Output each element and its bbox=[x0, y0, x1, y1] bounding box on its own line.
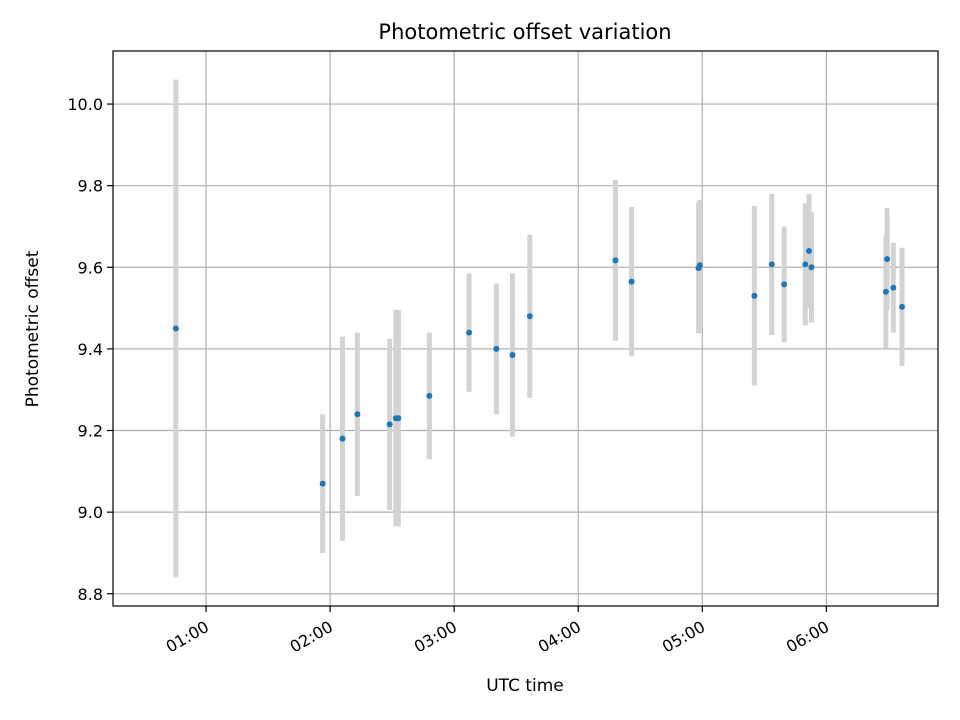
data-point bbox=[426, 392, 433, 399]
data-point bbox=[899, 303, 906, 310]
data-point bbox=[751, 292, 758, 299]
data-point bbox=[493, 345, 500, 352]
x-tick-label: 06:00 bbox=[783, 617, 832, 657]
data-point bbox=[386, 421, 393, 428]
error-bars bbox=[173, 79, 905, 578]
y-tick-label: 9.2 bbox=[78, 422, 103, 441]
data-point bbox=[354, 411, 361, 418]
data-point bbox=[319, 480, 326, 487]
data-point bbox=[781, 281, 788, 288]
data-point bbox=[526, 313, 533, 320]
x-axis-label: UTC time bbox=[486, 676, 564, 696]
data-point bbox=[509, 352, 516, 359]
data-point bbox=[805, 247, 812, 254]
x-tick-label: 02:00 bbox=[287, 617, 336, 657]
data-point bbox=[802, 261, 809, 268]
y-tick-label: 9.0 bbox=[78, 503, 103, 522]
data-point bbox=[339, 435, 346, 442]
grid-lines bbox=[113, 51, 938, 606]
x-tick-label: 05:00 bbox=[659, 617, 708, 657]
chart-title: Photometric offset variation bbox=[378, 20, 671, 44]
data-point bbox=[172, 325, 179, 332]
data-point bbox=[466, 329, 473, 336]
y-tick-label: 10.0 bbox=[67, 95, 103, 114]
data-point bbox=[890, 284, 897, 291]
y-tick-label: 9.4 bbox=[78, 340, 103, 359]
y-tick-label: 8.8 bbox=[78, 585, 103, 604]
y-tick-label: 9.6 bbox=[78, 258, 103, 277]
axis-ticks: 01:00 02:00 03:00 04:00 05:00 06:00 8.8 9.0 9.2 9… bbox=[67, 95, 832, 656]
data-point bbox=[395, 415, 402, 422]
data-point bbox=[612, 257, 619, 264]
data-points bbox=[172, 247, 906, 487]
data-point bbox=[768, 261, 775, 268]
data-point bbox=[696, 262, 703, 269]
x-tick-label: 03:00 bbox=[411, 617, 460, 657]
data-point bbox=[808, 264, 815, 271]
data-point bbox=[884, 256, 891, 263]
x-tick-label: 01:00 bbox=[163, 617, 212, 657]
y-axis-label: Photometric offset bbox=[23, 250, 43, 407]
data-point bbox=[628, 278, 635, 285]
x-tick-label: 04:00 bbox=[535, 617, 584, 657]
y-tick-label: 9.8 bbox=[78, 177, 103, 196]
plot-frame bbox=[112, 50, 939, 607]
data-point bbox=[882, 288, 889, 295]
